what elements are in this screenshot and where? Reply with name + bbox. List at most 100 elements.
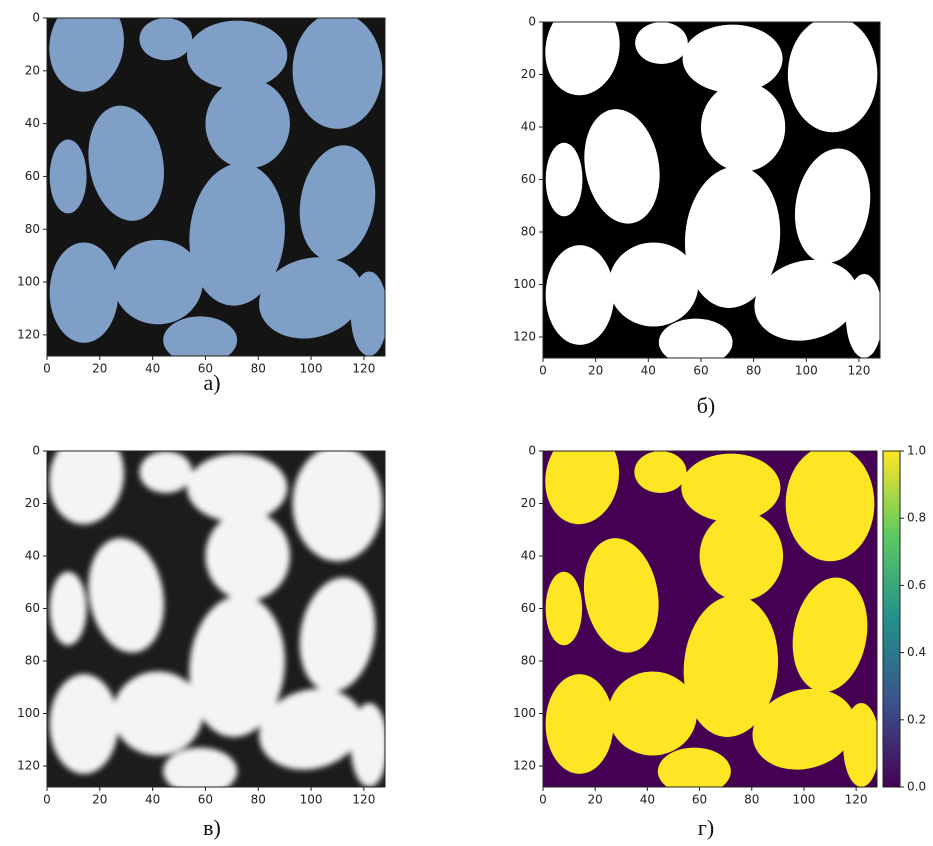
y-tick-label: 100	[513, 277, 536, 291]
y-tick-label: 120	[513, 330, 536, 344]
y-tick-label: 80	[521, 225, 536, 239]
x-tick-label: 0	[539, 364, 547, 378]
y-tick-label: 100	[17, 275, 40, 289]
x-tick-label: 80	[251, 362, 266, 376]
grain	[50, 674, 119, 774]
image	[538, 424, 880, 795]
grain	[843, 703, 880, 787]
caption: в)	[203, 815, 221, 840]
grain	[546, 245, 614, 345]
colorbar-tick-label: 0.4	[907, 645, 926, 659]
caption: б)	[697, 393, 716, 418]
x-tick-label: 40	[145, 362, 160, 376]
grain	[701, 82, 785, 171]
x-tick-label: 20	[588, 364, 603, 378]
y-tick-label: 60	[521, 172, 536, 186]
grain	[681, 454, 780, 522]
y-tick-label: 80	[25, 654, 40, 668]
y-tick-label: 0	[32, 444, 40, 458]
x-tick-label: 0	[43, 793, 51, 807]
y-tick-label: 0	[528, 15, 536, 29]
y-tick-label: 40	[521, 549, 536, 563]
grain	[113, 672, 203, 756]
grain	[113, 240, 203, 325]
y-tick-label: 20	[25, 496, 40, 510]
x-tick-label: 80	[251, 793, 266, 807]
grain	[205, 511, 290, 600]
y-tick-label: 120	[513, 759, 536, 773]
x-tick-label: 120	[847, 364, 870, 378]
grain	[50, 242, 119, 342]
grain	[788, 17, 878, 133]
y-tick-label: 120	[17, 759, 40, 773]
grain	[546, 572, 583, 646]
y-tick-label: 80	[521, 654, 536, 668]
grain	[163, 316, 237, 364]
grain	[50, 572, 87, 646]
x-tick-label: 80	[746, 364, 761, 378]
x-tick-label: 0	[539, 793, 547, 807]
grain	[635, 22, 688, 64]
grain	[293, 13, 383, 129]
colorbar	[883, 451, 900, 787]
y-tick-label: 0	[528, 444, 536, 458]
image	[42, 424, 388, 795]
y-tick-label: 20	[25, 63, 40, 77]
colorbar-tick-label: 1.0	[907, 444, 926, 458]
x-tick-label: 20	[92, 793, 107, 807]
y-tick-label: 60	[25, 601, 40, 615]
grain	[139, 18, 192, 60]
caption: г)	[698, 815, 714, 840]
x-tick-label: 40	[640, 793, 655, 807]
grain	[163, 748, 237, 795]
y-tick-label: 100	[17, 706, 40, 720]
x-tick-label: 20	[588, 793, 603, 807]
y-tick-label: 80	[25, 222, 40, 236]
y-tick-label: 20	[521, 496, 536, 510]
y-tick-label: 40	[25, 549, 40, 563]
colorbar-tick-label: 0.2	[907, 712, 926, 726]
colorbar-tick-label: 0.6	[907, 578, 926, 592]
x-tick-label: 40	[641, 364, 656, 378]
x-tick-label: 0	[43, 362, 51, 376]
x-tick-label: 100	[300, 793, 323, 807]
grain	[608, 672, 697, 756]
grain	[187, 454, 287, 522]
x-tick-label: 60	[693, 364, 708, 378]
colorbar-tick-label: 0.0	[907, 780, 926, 794]
y-tick-label: 40	[25, 116, 40, 130]
y-tick-label: 40	[521, 120, 536, 134]
grain	[609, 243, 699, 327]
y-tick-label: 20	[521, 67, 536, 81]
grain	[139, 451, 192, 493]
x-tick-label: 100	[792, 793, 815, 807]
x-tick-label: 60	[198, 793, 213, 807]
grain	[659, 319, 733, 366]
grain	[546, 143, 583, 217]
grain	[846, 274, 883, 358]
y-tick-label: 60	[25, 169, 40, 183]
x-tick-label: 120	[352, 793, 375, 807]
y-tick-label: 100	[513, 706, 536, 720]
grain	[205, 79, 290, 169]
x-tick-label: 120	[845, 793, 868, 807]
image	[538, 0, 883, 366]
grain	[683, 25, 783, 93]
grain	[187, 21, 287, 90]
caption: а)	[203, 370, 220, 395]
x-tick-label: 100	[795, 364, 818, 378]
x-tick-label: 40	[145, 793, 160, 807]
y-tick-label: 120	[17, 327, 40, 341]
x-tick-label: 80	[744, 793, 759, 807]
grain	[50, 139, 87, 213]
figure: 0 20 40 60 80 100 120 0 20 40 60 80 100 120 а) 0 20 40 60 8…	[0, 0, 933, 846]
y-tick-label: 60	[521, 601, 536, 615]
y-tick-label: 0	[32, 11, 40, 25]
grain	[658, 748, 731, 795]
grain	[700, 511, 784, 600]
x-tick-label: 100	[300, 362, 323, 376]
grain	[293, 446, 383, 562]
grain	[546, 674, 614, 774]
colorbar-tick-label: 0.8	[907, 511, 926, 525]
x-tick-label: 20	[92, 362, 107, 376]
